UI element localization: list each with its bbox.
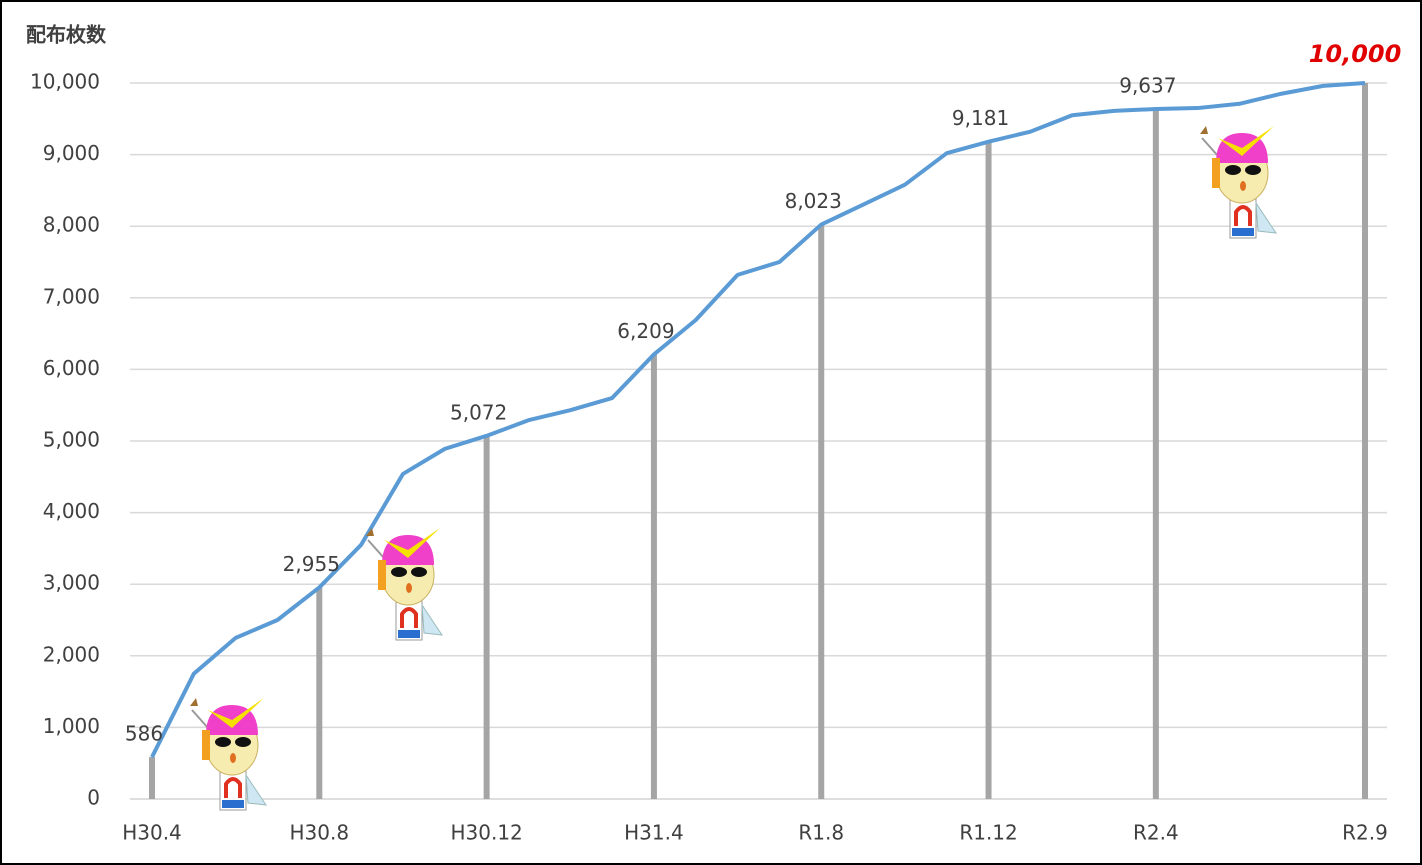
y-tick-label: 10,000	[30, 70, 100, 94]
mascot	[1198, 124, 1278, 240]
x-tick-label: H31.4	[624, 821, 684, 845]
data-label: 5,072	[450, 400, 507, 424]
y-tick-label: 8,000	[43, 213, 100, 237]
data-label: 9,637	[1119, 73, 1176, 97]
y-tick-label: 0	[87, 786, 100, 810]
y-tick-label: 4,000	[43, 499, 100, 523]
x-tick-label: R2.4	[1133, 821, 1179, 845]
y-tick-label: 5,000	[43, 428, 100, 452]
data-label: 9,181	[952, 106, 1009, 130]
data-label: 6,209	[617, 319, 674, 343]
data-label: 8,023	[785, 189, 842, 213]
mascot	[188, 696, 268, 812]
data-label: 10,000	[1309, 40, 1402, 68]
y-tick-label: 2,000	[43, 642, 100, 666]
y-tick-label: 6,000	[43, 356, 100, 380]
y-tick-label: 1,000	[43, 714, 100, 738]
x-tick-label: R1.12	[959, 821, 1017, 845]
y-tick-label: 9,000	[43, 141, 100, 165]
y-axis-title: 配布枚数	[26, 23, 107, 47]
x-tick-label: R1.8	[798, 821, 844, 845]
x-tick-label: R2.9	[1342, 821, 1388, 845]
line	[150, 81, 1366, 758]
y-tick-label: 7,000	[43, 284, 100, 308]
data-label: 2,955	[283, 552, 340, 576]
data-label: 586	[125, 722, 163, 746]
x-tick-label: H30.12	[450, 821, 522, 845]
x-tick-label: H30.4	[122, 821, 182, 845]
x-tick-label: H30.8	[290, 821, 350, 845]
y-tick-label: 3,000	[43, 571, 100, 595]
